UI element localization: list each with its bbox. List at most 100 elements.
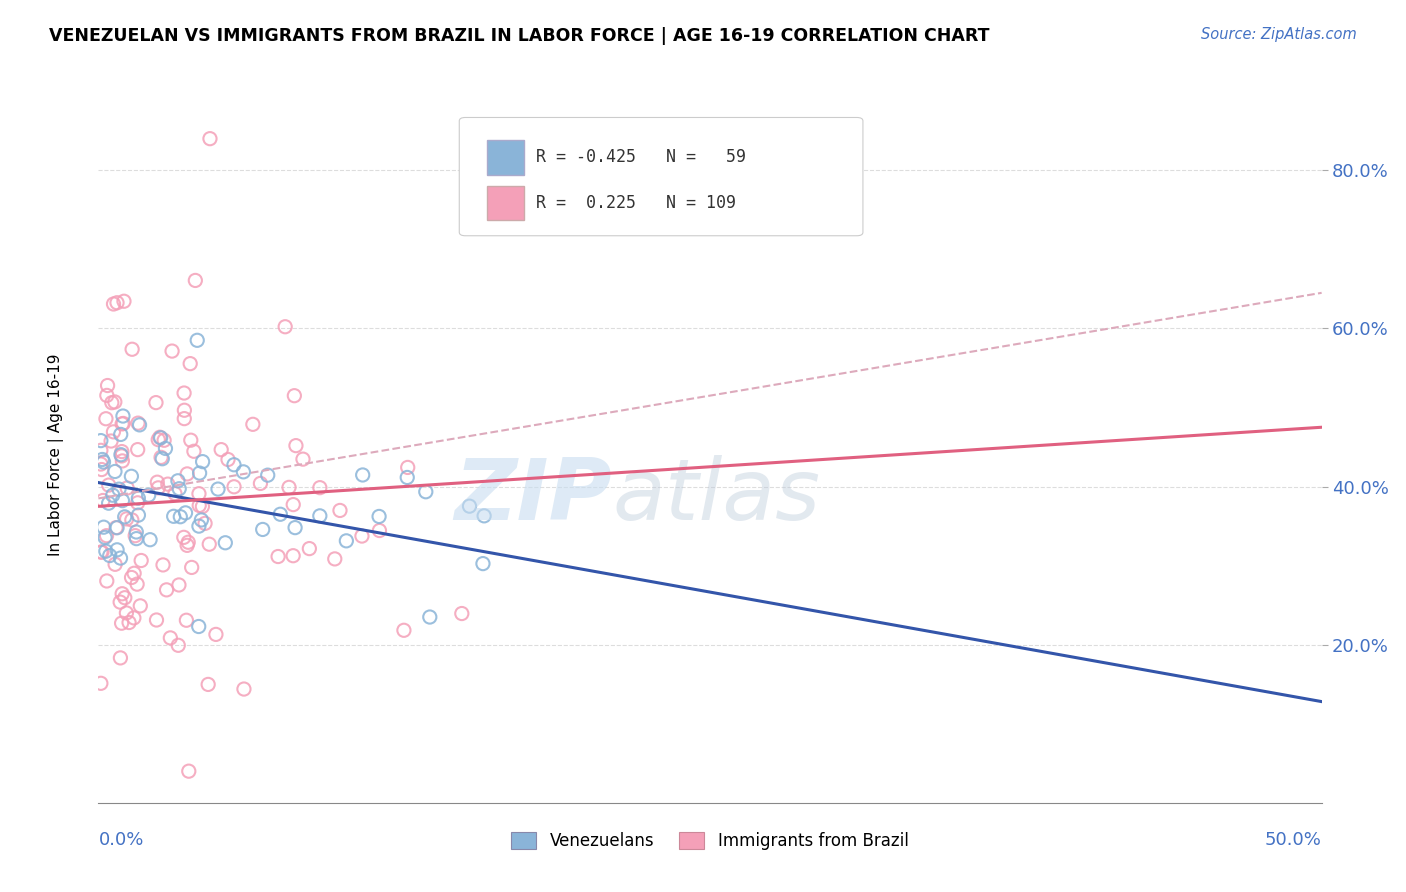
Point [93,520,115,534]
Point [458,499,481,513]
Point [176,467,198,481]
Point [90,545,112,559]
Point [96,574,118,588]
Point [159,631,181,645]
Point [274,319,297,334]
Point [97,478,120,492]
Point [121,570,143,584]
Point [129,599,152,613]
Point [104,465,127,479]
Point [173,411,195,425]
Point [163,486,186,500]
Point [191,500,214,514]
Point [173,386,195,401]
Point [308,481,330,495]
Point [450,607,472,621]
Point [471,557,494,571]
Point [112,417,135,431]
Point [108,482,131,496]
Point [103,425,125,439]
Point [129,553,152,567]
Point [103,297,125,311]
Point [298,541,321,556]
Point [139,533,162,547]
Point [115,481,138,495]
Point [173,403,195,417]
Point [308,508,330,523]
Point [190,513,212,527]
Point [112,294,135,309]
Point [114,591,136,605]
Point [105,542,128,557]
Point [188,499,211,513]
Point [90,434,112,448]
Point [252,523,274,537]
Point [169,509,191,524]
Point [283,389,305,403]
Point [96,529,118,543]
Point [419,610,441,624]
Point [110,551,132,566]
Point [97,496,120,510]
Point [177,764,200,779]
Point [111,587,134,601]
Text: 50.0%: 50.0% [1265,830,1322,848]
Point [284,521,307,535]
Point [180,560,202,574]
Point [105,295,128,310]
Point [148,433,170,447]
Point [128,417,150,432]
Point [184,273,207,287]
Point [232,465,254,479]
Point [98,549,121,563]
Point [110,427,132,442]
Point [188,486,211,500]
Point [127,491,149,505]
Point [194,516,217,531]
Text: R =  0.225   N = 109: R = 0.225 N = 109 [536,194,737,212]
Legend: Venezuelans, Immigrants from Brazil: Venezuelans, Immigrants from Brazil [505,826,915,857]
Point [222,480,245,494]
Point [232,681,254,696]
Point [188,466,211,480]
Text: 0.0%: 0.0% [98,830,143,848]
Point [284,439,307,453]
Point [127,496,149,510]
Point [291,452,314,467]
Point [110,616,132,631]
Point [217,452,239,467]
Point [90,457,112,471]
Point [90,443,112,458]
Point [415,484,437,499]
Point [187,519,209,533]
Text: atlas: atlas [612,455,820,538]
Point [269,508,291,522]
Point [179,357,201,371]
Point [155,442,177,456]
Point [108,595,131,609]
Point [249,476,271,491]
Point [120,469,142,483]
Text: VENEZUELAN VS IMMIGRANTS FROM BRAZIL IN LABOR FORCE | AGE 16-19 CORRELATION CHAR: VENEZUELAN VS IMMIGRANTS FROM BRAZIL IN … [49,27,990,45]
Point [256,468,278,483]
Point [115,606,138,620]
Point [153,434,176,448]
Point [267,549,290,564]
Point [94,530,117,544]
Point [209,442,232,457]
Point [207,482,229,496]
Point [392,624,415,638]
Point [167,474,190,488]
Point [167,638,190,652]
Point [173,530,195,544]
Point [198,131,221,145]
FancyBboxPatch shape [460,118,863,235]
Point [146,475,169,490]
Point [91,545,114,559]
Point [122,566,145,581]
Point [197,677,219,691]
Text: In Labor Force | Age 16-19: In Labor Force | Age 16-19 [48,353,63,557]
Point [176,613,198,627]
Point [335,533,357,548]
Point [127,416,149,430]
